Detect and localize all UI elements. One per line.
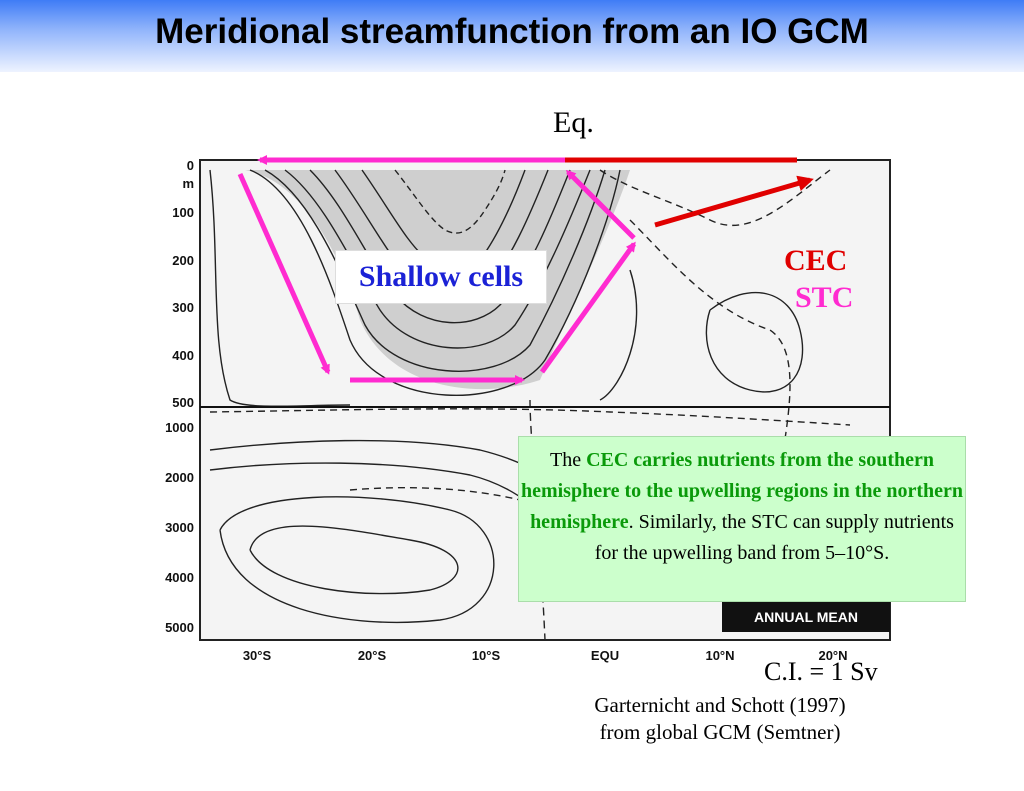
note-prefix: The xyxy=(549,449,587,471)
depth-axis: 0 m 100 200 300 400 500 1000 2000 3000 4… xyxy=(165,158,194,635)
lat-tick: 20°S xyxy=(358,648,387,663)
title-bar: Meridional streamfunction from an IO GCM xyxy=(0,0,1024,72)
cec-arrows xyxy=(565,157,814,228)
annual-mean-label: ANNUAL MEAN xyxy=(754,609,858,625)
depth-tick: 300 xyxy=(172,300,194,315)
citation-line-2: from global GCM (Semtner) xyxy=(599,720,841,744)
depth-tick: 5000 xyxy=(165,620,194,635)
equator-label: Eq. xyxy=(553,106,594,139)
slide-title: Meridional streamfunction from an IO GCM xyxy=(155,12,869,51)
latitude-axis: 30°S 20°S 10°S EQU 10°N 20°N xyxy=(243,648,848,663)
depth-tick: 3000 xyxy=(165,520,194,535)
depth-tick: m xyxy=(182,176,194,191)
annual-mean-box xyxy=(722,602,890,632)
depth-tick: 4000 xyxy=(165,570,194,585)
depth-tick: 200 xyxy=(172,253,194,268)
note-rest: Similarly, the STC can supply nutrients … xyxy=(594,511,954,564)
lat-tick: EQU xyxy=(591,648,619,663)
stc-label: STC xyxy=(795,281,854,314)
contour-interval-label: C.I. = 1 Sv xyxy=(764,657,878,686)
streamfunction-figure: 0 m 100 200 300 400 500 1000 2000 3000 4… xyxy=(165,155,891,663)
cec-label: CEC xyxy=(784,244,848,277)
depth-tick: 2000 xyxy=(165,470,194,485)
depth-tick: 1000 xyxy=(165,420,194,435)
stc-arrows xyxy=(237,155,637,385)
note-highlight: CEC carries nutrients from the southern … xyxy=(520,449,964,533)
depth-tick: 100 xyxy=(172,205,194,220)
upper-contours xyxy=(209,169,831,641)
lat-tick: 10°N xyxy=(705,648,734,663)
lat-tick: 30°S xyxy=(243,648,272,663)
lat-tick: 20°N xyxy=(818,648,847,663)
depth-tick: 400 xyxy=(172,348,194,363)
lat-tick: 10°S xyxy=(472,648,501,663)
depth-tick: 0 xyxy=(187,158,194,173)
depth-tick: 500 xyxy=(172,395,194,410)
note-period: . xyxy=(628,511,634,533)
citation-line-1: Garternicht and Schott (1997) xyxy=(594,693,846,717)
shallow-cells-label: Shallow cells xyxy=(335,250,547,304)
explanation-note: The CEC carries nutrients from the south… xyxy=(518,436,966,602)
